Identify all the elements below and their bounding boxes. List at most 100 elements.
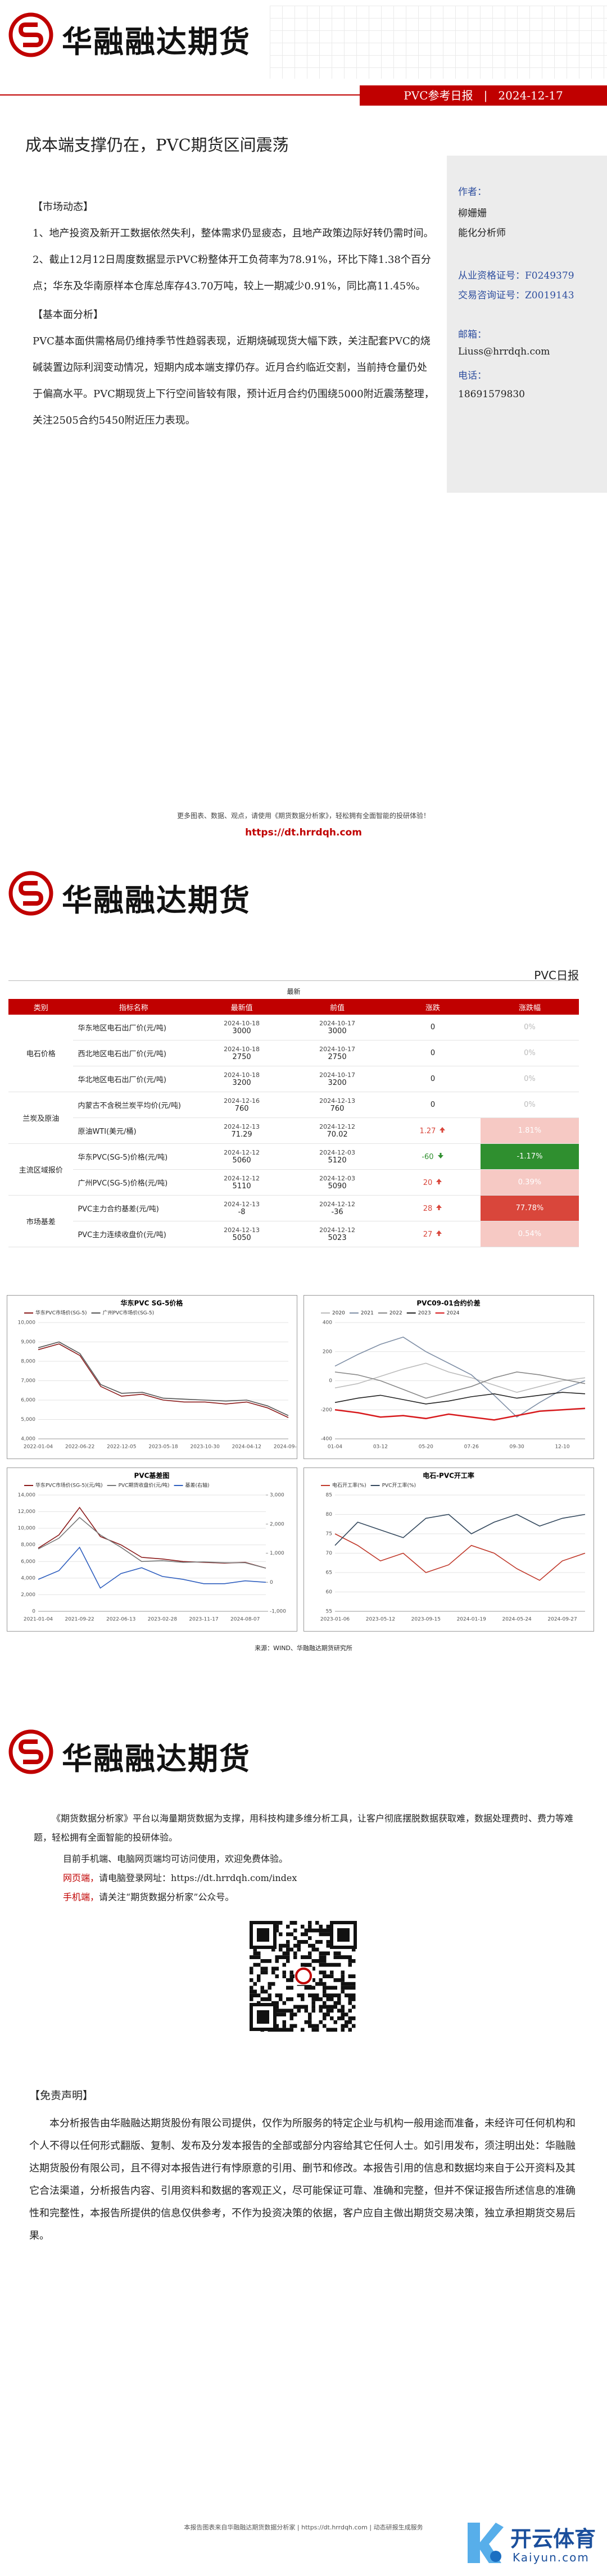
- y-tick-label: 8,000: [21, 1359, 35, 1365]
- y-tick-label: 65: [326, 1570, 332, 1576]
- x-tick-label: 2024-01-19: [457, 1617, 487, 1623]
- web-url[interactable]: 请电脑登录网址：https://dt.hrrdqh.com/index: [99, 1873, 297, 1883]
- x-tick-label: 2024-09-23: [274, 1444, 297, 1450]
- header-cell: 涨跌幅: [480, 999, 579, 1015]
- table-row: 市场基差 PVC主力合约基差(元/吨) 2024-12-13 -8 2024-12-12…: [8, 1195, 579, 1247]
- change-arrow: [436, 1178, 442, 1184]
- cell-value: 3200: [328, 1078, 347, 1087]
- table-row: 兰炭及原油 内蒙古不含税兰炭平均价(元/吨) 2024-12-16 760 2024-1…: [8, 1092, 579, 1144]
- indicator-cell: 内蒙古不含税兰炭平均价(元/吨): [73, 1092, 194, 1118]
- pct-cell: 0.39%: [480, 1169, 579, 1196]
- access: 目前手机端、电脑网页端均可访问使用，欢迎免费体验。: [63, 1853, 288, 1864]
- author-label: 作者：: [458, 187, 487, 198]
- value-cell: 2024-12-12 5060: [194, 1143, 290, 1170]
- pct-cell: 0%: [480, 1015, 579, 1041]
- y-tick-label: 4,000: [21, 1575, 35, 1581]
- logo-mark: [8, 12, 53, 57]
- sidebar: 作者： 柳姗姗 能化分析师 从业资格证号：F0249379 交易咨询证号：Z00…: [447, 156, 607, 493]
- y-tick-label: 6,000: [21, 1398, 35, 1403]
- pct-cell: 77.78%: [480, 1195, 579, 1221]
- web-label: 网页端，: [63, 1873, 99, 1883]
- value-cell: 2024-12-12 70.02: [289, 1117, 386, 1144]
- y-tick-label: 80: [326, 1512, 333, 1518]
- value-cell: 2024-12-13 760: [289, 1092, 386, 1118]
- cell-date: 2024-10-18: [224, 1071, 260, 1079]
- cell-value: -8: [238, 1207, 246, 1216]
- x-tick-label: 2021-09-22: [65, 1617, 94, 1623]
- cell-date: 2024-12-13: [319, 1097, 356, 1105]
- change-arrow: [440, 1126, 446, 1133]
- change-cell: 20: [385, 1169, 481, 1196]
- cell-value: 5050: [232, 1233, 251, 1242]
- y-tick-label: 75: [326, 1532, 332, 1537]
- cell-date: 2024-10-18: [224, 1019, 260, 1027]
- change-value: 0: [430, 1049, 436, 1057]
- change-value: 1.27: [419, 1126, 436, 1135]
- change-arrow: [436, 1230, 442, 1236]
- x-tick-label: 05-20: [419, 1444, 433, 1450]
- x-tick-label: 2023-09-15: [411, 1617, 441, 1623]
- x-tick-label: 2023-02-28: [148, 1617, 178, 1623]
- cell-value: 3200: [232, 1078, 251, 1087]
- y-tick-label: 4,000: [21, 1437, 35, 1442]
- pct-cell: 0%: [480, 1066, 579, 1092]
- change-value: 20: [423, 1178, 433, 1187]
- cell-value: 5060: [232, 1156, 251, 1165]
- content: 【市场动态】 1、地产投资及新开工数据依然失利，整体需求仍显疲态，且地产政策边际…: [33, 194, 434, 434]
- y-tick-label: 55: [326, 1609, 332, 1615]
- value-cell: 2024-10-18 3000: [194, 1015, 290, 1041]
- change-cell: 0: [385, 1015, 481, 1041]
- cell-value: 5110: [232, 1182, 251, 1191]
- group-cell: 兰炭及原油: [8, 1092, 74, 1144]
- table-row: 华北地区电石出厂价(元/吨) 2024-10-18 3200 2024-10-17 32…: [8, 1066, 579, 1092]
- chart-panel: PVC09-01合约价差 2020 2021 2022 2023 2024 -400 -200…: [304, 1295, 594, 1459]
- indicator-cell: 华北地区电石出厂价(元/吨): [73, 1066, 194, 1092]
- legend-label: 2020: [332, 1311, 345, 1316]
- chart-panel: 华东PVC SG-5价格 华东PVC市场价(SG-5) 广州PVC市场价(SG-5)…: [7, 1295, 303, 1459]
- chart-panel: PVC基差图 华东PVC市场价(SG-5)(元/吨) PVC期货收盘价(元/吨) 基差…: [7, 1468, 297, 1632]
- change-value: -60: [422, 1152, 434, 1161]
- cell-value: 3000: [328, 1026, 347, 1035]
- value-cell: 2024-12-03 5090: [289, 1169, 386, 1196]
- section-heading: 【基本面分析】: [33, 309, 103, 321]
- change-value: 27: [423, 1230, 433, 1239]
- legend-label: 华东PVC市场价(SG-5)(元/吨): [35, 1482, 103, 1489]
- cell-value: 760: [330, 1104, 345, 1113]
- change-cell: 0: [385, 1066, 481, 1092]
- mobile-label: 手机端，: [63, 1892, 99, 1902]
- daily-label: PVC日报: [534, 969, 579, 982]
- paragraph: 1、地产投资及新开工数据依然失利，整体需求仍显疲态，且地产政策边际好转仍需时间。: [33, 228, 434, 239]
- indicator-cell: 广州PVC(SG-5)价格(元/吨): [73, 1169, 194, 1196]
- x-tick-label: 2023-05-12: [366, 1617, 395, 1623]
- logo-text: 华融融达期货: [62, 1741, 251, 1777]
- cell-value: 71.29: [231, 1130, 252, 1139]
- mobile-line: 手机端，请关注“期货数据分析家”公众号。: [63, 1888, 603, 1907]
- value-cell: 2024-10-17 3200: [289, 1066, 386, 1092]
- y-tick-label: 0: [32, 1609, 35, 1615]
- y-tick-label: 6,000: [21, 1559, 35, 1565]
- pct-cell: 1.81%: [480, 1117, 579, 1144]
- series-line: [334, 1337, 586, 1418]
- y2-tick-label: 3,000: [270, 1493, 284, 1498]
- cell-date: 2024-12-12: [319, 1200, 356, 1208]
- table-row: 西北地区电石出厂价(元/吨) 2024-10-18 2750 2024-10-17 27…: [8, 1040, 579, 1066]
- footer-link[interactable]: https://dt.hrrdqh.com: [245, 827, 362, 838]
- watermark: 开云体育 Kaiyun.com: [461, 2517, 601, 2570]
- table-row: 主流区域报价 华东PVC(SG-5)价格(元/吨) 2024-12-12 5060 20…: [8, 1143, 579, 1196]
- logo-text: 华融融达期货: [62, 883, 251, 918]
- logo-mark: [8, 1729, 53, 1774]
- chart-panel: 电石-PVC开工率 电石开工率(%) PVC开工率(%) 55 60 65 70 75 80 85…: [304, 1468, 594, 1632]
- legend-label: 2024: [447, 1311, 460, 1316]
- series-line: [38, 1546, 266, 1589]
- cell-date: 2024-12-03: [319, 1174, 356, 1182]
- y-tick-label: 14,000: [18, 1493, 36, 1498]
- cell-value: 3000: [232, 1026, 251, 1035]
- logo-text: 华融融达期货: [62, 24, 251, 60]
- value-cell: 2024-12-13 -8: [194, 1195, 290, 1221]
- x-tick-label: 2024-05-24: [502, 1617, 532, 1623]
- cell-date: 2024-12-12: [319, 1226, 356, 1234]
- y-tick-label: 5,000: [21, 1417, 35, 1423]
- value-cell: 2024-12-16 760: [194, 1092, 290, 1118]
- change-value: 0: [430, 1101, 436, 1109]
